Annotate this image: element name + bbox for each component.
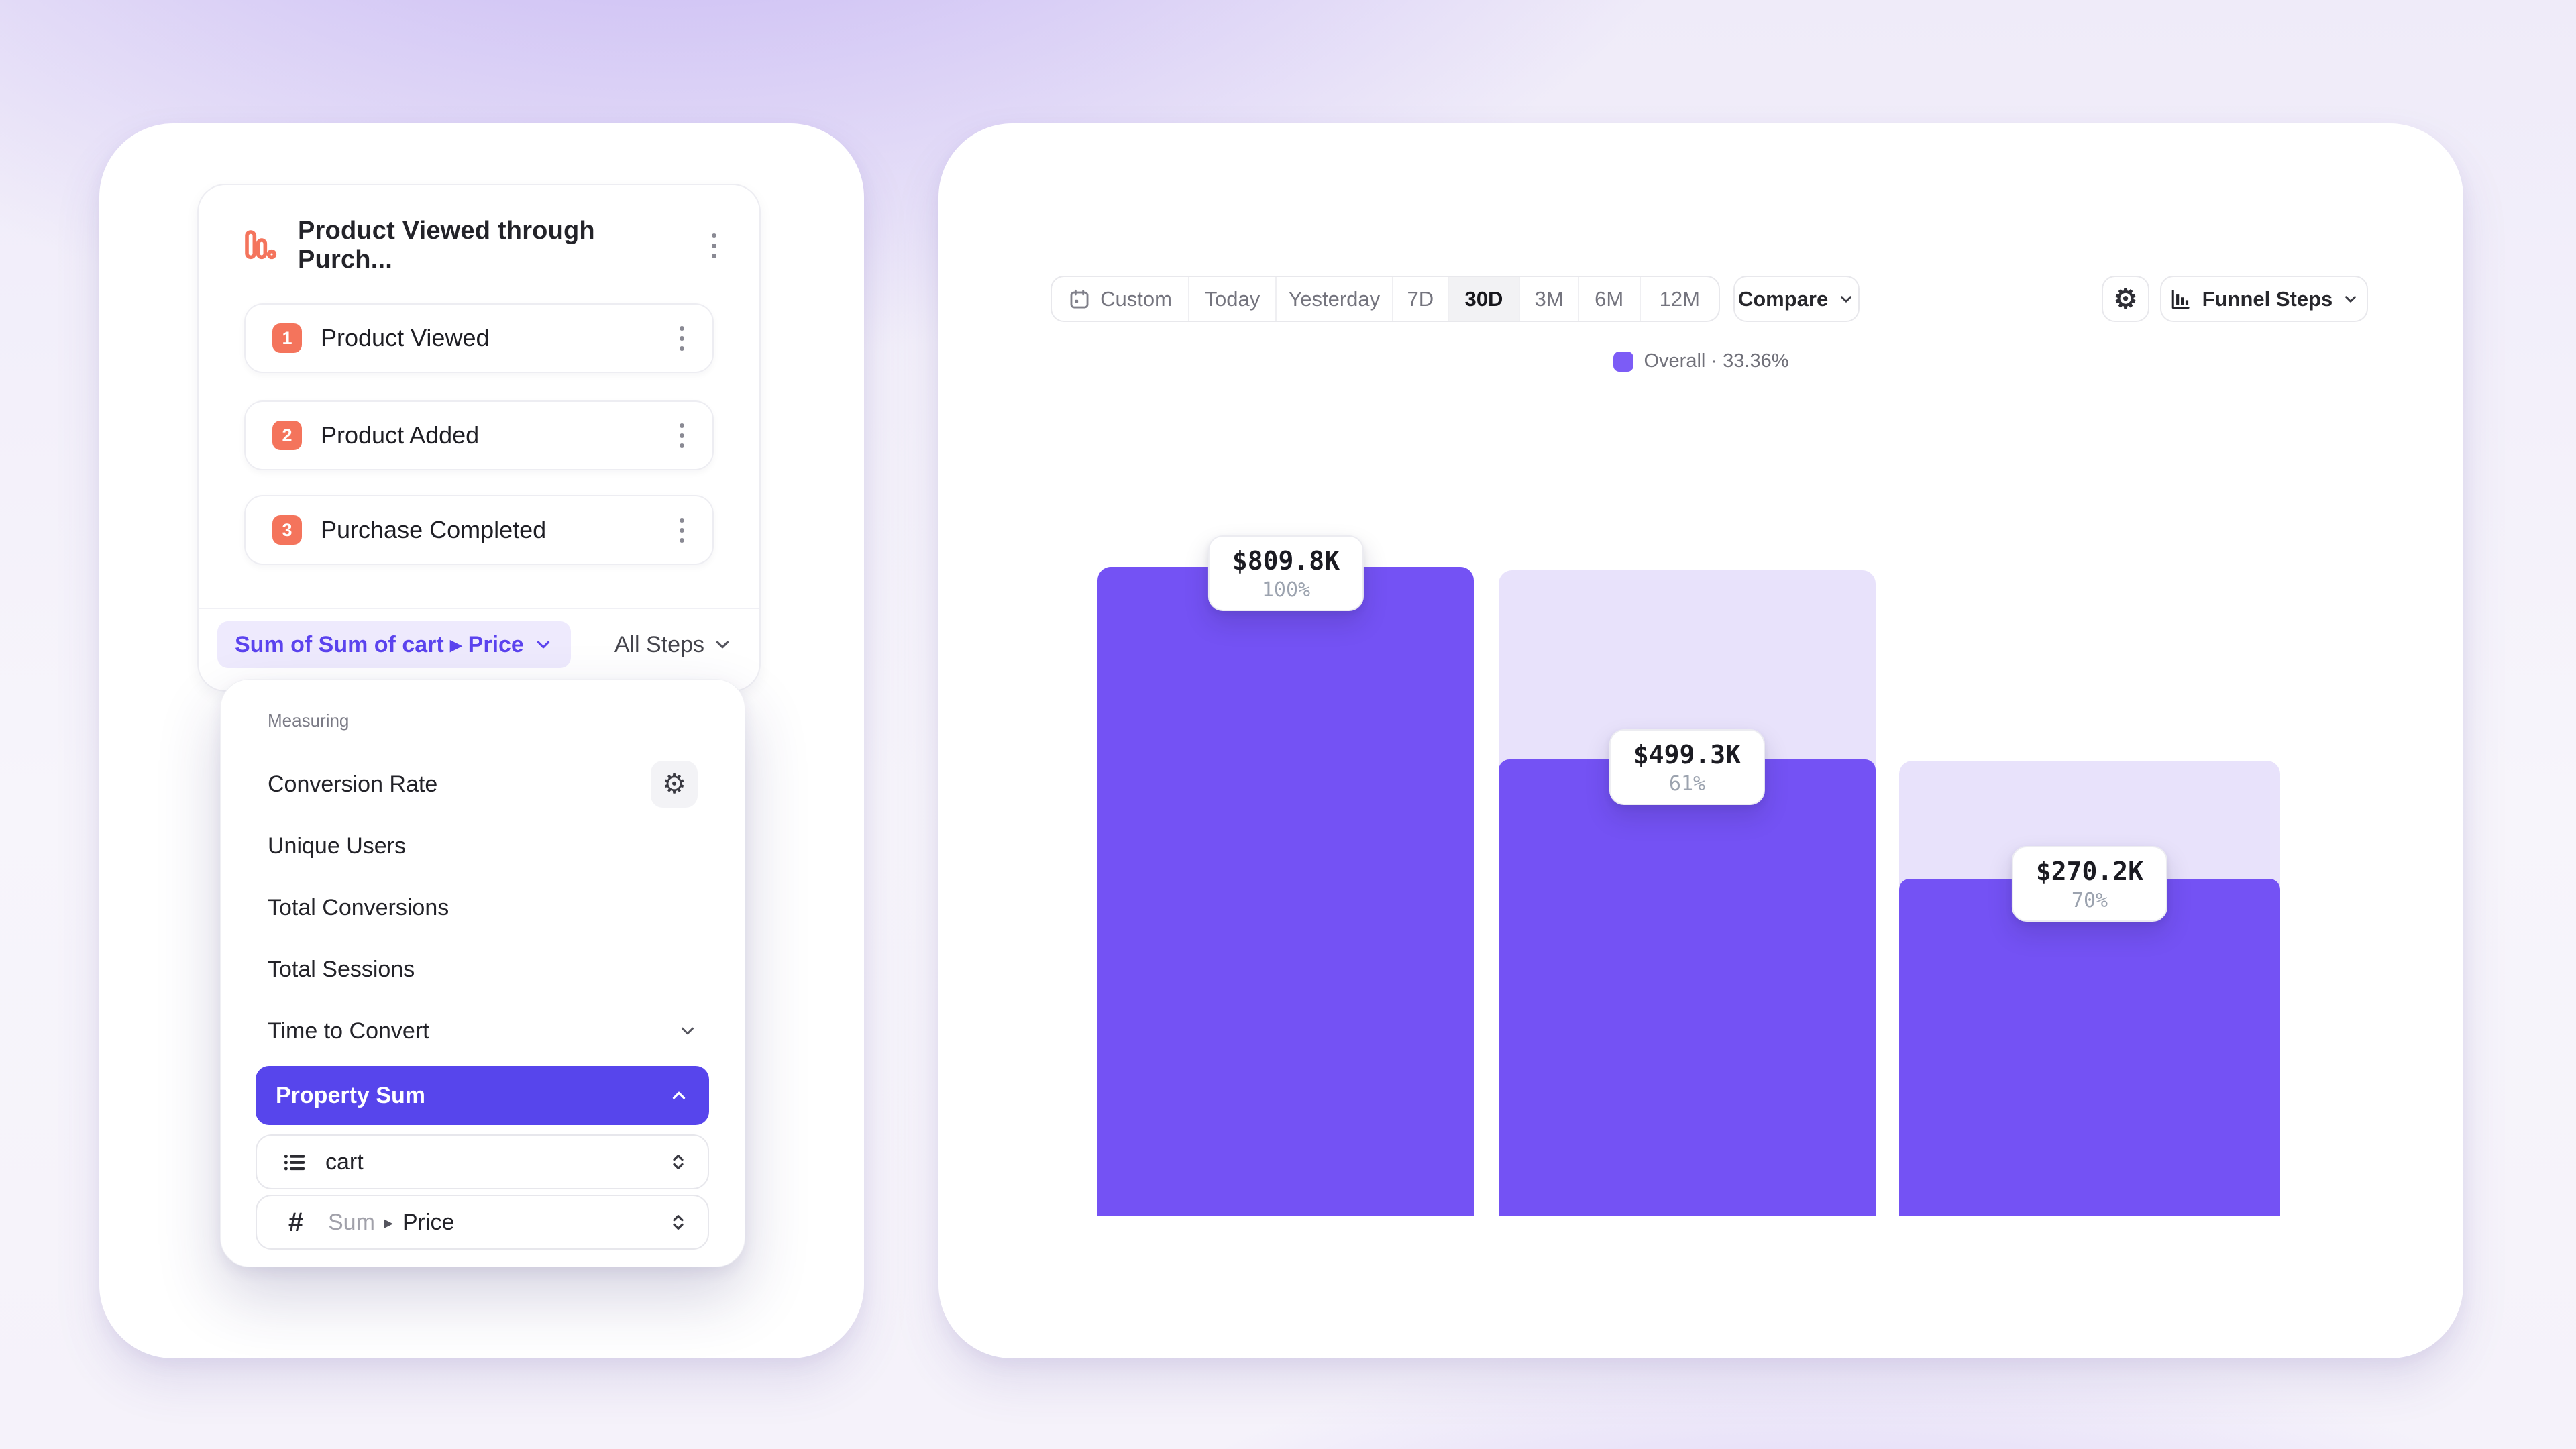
funnel-step-row-3[interactable]: 3 Purchase Completed xyxy=(244,495,714,565)
funnel-steps-chart-icon xyxy=(2169,288,2193,311)
legend-swatch xyxy=(1613,351,1633,372)
step-number-badge: 2 xyxy=(272,421,302,450)
range-label: Custom xyxy=(1100,286,1172,311)
compare-button[interactable]: Compare xyxy=(1733,276,1860,322)
tooltip-percent: 70% xyxy=(2071,889,2108,912)
bar-tooltip-step1: $809.8K 100% xyxy=(1208,535,1364,611)
property-select-cart[interactable]: cart xyxy=(256,1134,709,1189)
step-number-badge: 3 xyxy=(272,515,302,545)
steps-scope-dropdown[interactable]: All Steps xyxy=(614,632,733,658)
menu-item-label: Total Sessions xyxy=(268,956,415,982)
chart-panel: Custom Today Yesterday 7D 30D 3M 6M 12M … xyxy=(938,123,2463,1358)
chart-type-label: Funnel Steps xyxy=(2202,286,2333,311)
bar-chart-icon xyxy=(243,229,278,262)
range-6m[interactable]: 6M xyxy=(1579,277,1641,321)
aggregation-prefix: Sum xyxy=(328,1209,375,1235)
range-label: 7D xyxy=(1407,286,1434,311)
metric-dropdown-label: Sum of Sum of cart ▸ Price xyxy=(235,632,524,657)
updown-chevron-icon xyxy=(667,1151,689,1173)
kebab-menu-icon[interactable] xyxy=(695,224,733,267)
tooltip-percent: 100% xyxy=(1261,578,1311,602)
kebab-menu-icon[interactable] xyxy=(663,414,700,457)
hash-icon: # xyxy=(288,1207,304,1237)
menu-item-label: Total Conversions xyxy=(268,894,449,920)
list-icon xyxy=(281,1148,308,1175)
kebab-menu-icon[interactable] xyxy=(663,508,700,551)
chevron-up-icon xyxy=(669,1085,689,1106)
menu-item-total-conversions[interactable]: Total Conversions xyxy=(268,877,698,938)
compare-label: Compare xyxy=(1737,286,1829,311)
aggregation-select-sum-price[interactable]: # Sum ▸ Price xyxy=(256,1195,709,1250)
measuring-dropdown-menu: Measuring Conversion Rate ⚙ Unique Users… xyxy=(220,679,745,1267)
aggregation-value: Price xyxy=(402,1209,455,1235)
menu-section-label: Measuring xyxy=(268,710,350,731)
range-label: 6M xyxy=(1595,286,1624,311)
menu-item-property-sum-selected[interactable]: Property Sum xyxy=(256,1066,709,1125)
funnel-step-row-1[interactable]: 1 Product Viewed xyxy=(244,303,714,373)
chevron-down-icon xyxy=(1837,290,1855,308)
chart-legend: Overall · 33.36% xyxy=(1613,350,1789,372)
metric-dropdown[interactable]: Sum of Sum of cart ▸ Price xyxy=(217,621,571,668)
menu-item-time-to-convert[interactable]: Time to Convert xyxy=(268,1000,698,1062)
menu-item-label: Conversion Rate xyxy=(268,771,438,797)
range-yesterday[interactable]: Yesterday xyxy=(1277,277,1393,321)
menu-item-label: Unique Users xyxy=(268,833,406,859)
range-12m[interactable]: 12M xyxy=(1641,277,1719,321)
menu-item-unique-users[interactable]: Unique Users xyxy=(268,815,698,877)
funnel-card-header: Product Viewed through Purch... xyxy=(243,217,733,274)
range-label: Today xyxy=(1204,286,1260,311)
step-label: Purchase Completed xyxy=(321,516,547,543)
range-label: Yesterday xyxy=(1288,286,1381,311)
range-label: 3M xyxy=(1534,286,1564,311)
range-7d[interactable]: 7D xyxy=(1393,277,1449,321)
range-label: 12M xyxy=(1659,286,1700,311)
tooltip-percent: 61% xyxy=(1668,772,1706,796)
bar-tooltip-step2: $499.3K 61% xyxy=(1609,729,1766,805)
kebab-menu-icon[interactable] xyxy=(663,317,700,360)
step-number-badge: 1 xyxy=(272,323,302,353)
chevron-down-icon xyxy=(533,635,553,655)
updown-chevron-icon xyxy=(667,1212,689,1233)
chevron-down-icon xyxy=(678,1021,698,1041)
bar-tooltip-step3: $270.2K 70% xyxy=(2011,846,2168,922)
menu-item-label: Property Sum xyxy=(276,1082,425,1108)
step-label: Product Viewed xyxy=(321,324,490,352)
chevron-down-icon xyxy=(2342,290,2359,308)
tooltip-value: $270.2K xyxy=(2035,857,2144,886)
divider xyxy=(199,608,759,609)
bar-step3-value[interactable] xyxy=(1899,879,2280,1216)
left-panel: Product Viewed through Purch... 1 Produc… xyxy=(99,123,864,1358)
gear-icon[interactable]: ⚙ xyxy=(651,761,698,808)
range-custom[interactable]: Custom xyxy=(1052,277,1190,321)
menu-item-conversion-rate[interactable]: Conversion Rate ⚙ xyxy=(268,753,698,815)
legend-label: Overall · 33.36% xyxy=(1644,350,1789,372)
bar-step1-value[interactable] xyxy=(1097,567,1474,1216)
calendar-icon xyxy=(1068,288,1091,311)
property-select-value: cart xyxy=(325,1148,364,1175)
menu-item-label: Time to Convert xyxy=(268,1018,429,1044)
range-today[interactable]: Today xyxy=(1189,277,1277,321)
step-label: Product Added xyxy=(321,421,480,449)
breadcrumb-arrow: ▸ xyxy=(384,1212,393,1232)
range-3m[interactable]: 3M xyxy=(1520,277,1579,321)
tooltip-value: $809.8K xyxy=(1232,546,1340,576)
gear-icon: ⚙ xyxy=(2113,284,2138,314)
range-30d-active[interactable]: 30D xyxy=(1448,277,1521,321)
steps-scope-label: All Steps xyxy=(614,631,704,657)
date-range-segmented-control: Custom Today Yesterday 7D 30D 3M 6M 12M xyxy=(1051,276,1720,322)
funnel-step-row-2[interactable]: 2 Product Added xyxy=(244,400,714,470)
tooltip-value: $499.3K xyxy=(1633,740,1741,769)
menu-item-total-sessions[interactable]: Total Sessions xyxy=(268,938,698,1000)
funnel-config-card: Product Viewed through Purch... 1 Produc… xyxy=(197,184,761,692)
bar-step2-value[interactable] xyxy=(1499,759,1876,1216)
funnel-card-footer: Sum of Sum of cart ▸ Price All Steps xyxy=(217,620,733,669)
range-label: 30D xyxy=(1464,286,1503,311)
chart-settings-button[interactable]: ⚙ xyxy=(2102,276,2149,322)
funnel-title: Product Viewed through Purch... xyxy=(298,217,595,274)
chevron-down-icon xyxy=(712,635,733,655)
chart-type-button[interactable]: Funnel Steps xyxy=(2160,276,2368,322)
